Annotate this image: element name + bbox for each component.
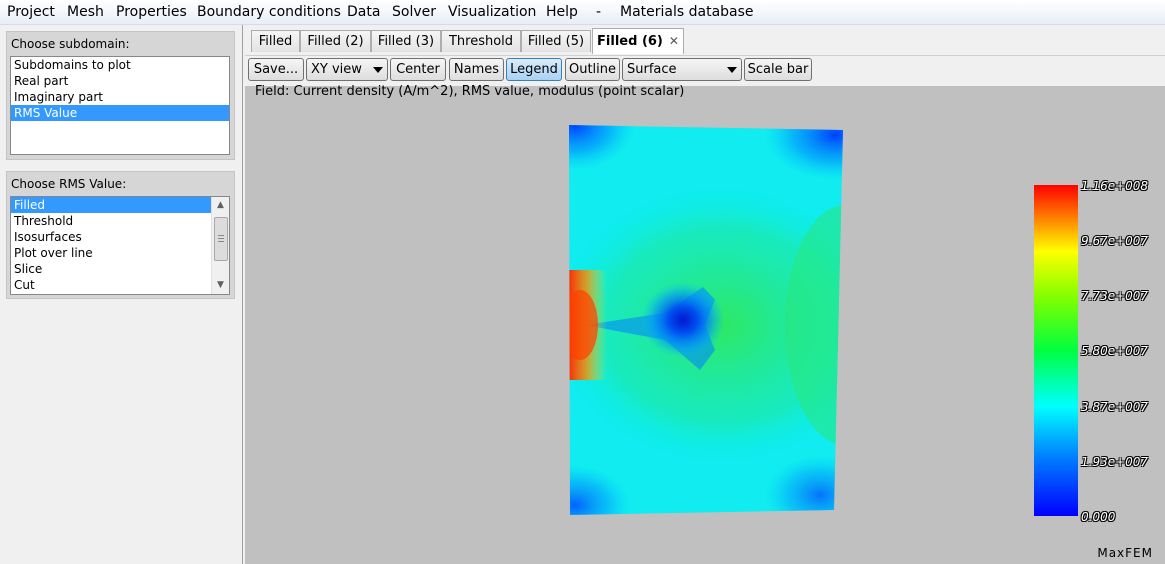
watermark: MaxFEM [1097,546,1153,560]
arrow-up-icon[interactable]: ▲ [217,200,224,210]
save-button[interactable]: Save... [248,58,304,81]
menu-data[interactable]: Data [347,4,381,20]
tab-filled-2[interactable]: Filled (2) [300,30,371,52]
tab-filled-6[interactable]: Filled (6) ✕ [592,28,684,54]
menu-mesh[interactable]: Mesh [67,4,104,20]
list-item-imaginary-part[interactable]: Imaginary part [14,90,103,104]
tab-filled[interactable]: Filled [251,30,300,52]
subdomain-title: Choose subdomain: [11,37,130,51]
list-item-cut[interactable]: Cut [14,278,35,292]
list-item-slice[interactable]: Slice [14,262,43,276]
list-item-plot-over-line[interactable]: Plot over line [14,246,93,260]
legend-tick-max: 1.16e+008 [1081,179,1149,193]
viewer-area: Filled Filled (2) Filled (3) Threshold F… [245,25,1165,564]
center-button[interactable]: Center [390,58,446,81]
menu-properties[interactable]: Properties [116,4,187,20]
plot-canvas[interactable] [245,25,1165,564]
rms-title: Choose RMS Value: [11,177,127,191]
subdomain-list[interactable]: Subdomains to plot Real part Imaginary p… [10,56,230,155]
list-item-filled[interactable]: Filled [11,197,211,213]
rms-group: Choose RMS Value: Filled Threshold Isosu… [6,171,235,299]
chevron-down-icon [727,67,737,73]
view-select[interactable]: XY view [306,58,388,81]
toolbar: Save... XY view Center Names Legend Outl… [245,55,1165,86]
list-item-subdomains-to-plot[interactable]: Subdomains to plot [14,58,131,72]
menu-separator: - [596,4,602,20]
legend-button[interactable]: Legend [506,58,562,81]
rms-list[interactable]: Filled Threshold Isosurfaces Plot over l… [10,196,230,295]
list-item-rms-value[interactable]: RMS Value [11,105,229,121]
legend-tick: 3.87e+007 [1081,400,1149,414]
scale-bar-button[interactable]: Scale bar [744,58,812,81]
color-legend-bar [1034,185,1078,516]
mode-select[interactable]: Surface [622,58,742,81]
arrow-down-icon[interactable]: ▼ [217,280,224,290]
tab-filled-3[interactable]: Filled (3) [371,30,441,52]
tab-strip: Filled Filled (2) Filled (3) Threshold F… [245,25,1165,55]
field-label: Field: Current density (A/m^2), RMS valu… [255,84,685,99]
view-select-value: XY view [311,62,362,77]
list-item-threshold[interactable]: Threshold [14,214,74,228]
list-item-real-part[interactable]: Real part [14,74,69,88]
legend-tick-min: 0.000 [1081,510,1116,524]
names-button[interactable]: Names [449,58,504,81]
legend-tick: 5.80e+007 [1081,344,1149,358]
menu-visualization[interactable]: Visualization [448,4,537,20]
close-icon[interactable]: ✕ [668,34,679,48]
mode-select-value: Surface [627,62,677,77]
legend-tick: 9.67e+007 [1081,234,1149,248]
tab-threshold[interactable]: Threshold [441,30,521,52]
outline-button[interactable]: Outline [565,58,620,81]
menu-boundary-conditions[interactable]: Boundary conditions [197,4,341,20]
scroll-thumb[interactable] [214,217,228,261]
menu-help[interactable]: Help [546,4,578,20]
tab-filled-5[interactable]: Filled (5) [521,30,591,52]
subdomain-group: Choose subdomain: Subdomains to plot Rea… [6,31,235,160]
list-item-isosurfaces[interactable]: Isosurfaces [14,230,82,244]
menu-materials-database[interactable]: Materials database [620,4,754,20]
legend-tick: 7.73e+007 [1081,289,1149,303]
tab-filled-6-label: Filled (6) [597,34,663,49]
legend-tick: 1.93e+007 [1081,455,1149,469]
menu-solver[interactable]: Solver [392,4,436,20]
menu-bar: Project Mesh Properties Boundary conditi… [0,0,1165,25]
menu-project[interactable]: Project [7,4,55,20]
left-panel: Choose subdomain: Subdomains to plot Rea… [0,25,243,564]
chevron-down-icon [373,67,383,73]
rms-scrollbar[interactable]: ▲ ▼ [211,197,229,294]
